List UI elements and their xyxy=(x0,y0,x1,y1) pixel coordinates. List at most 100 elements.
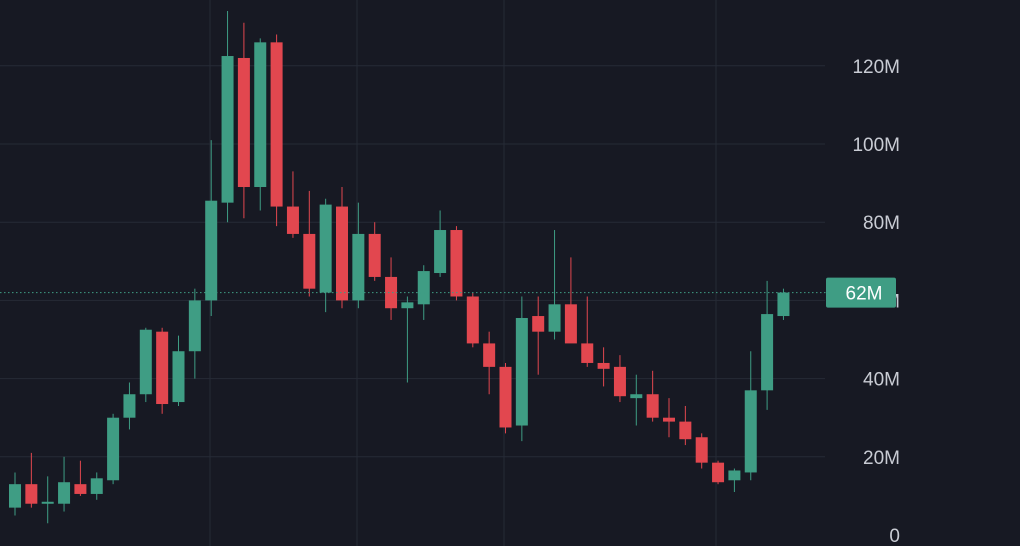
candle-body xyxy=(385,276,398,309)
candle-body xyxy=(368,233,381,277)
candle-body xyxy=(532,316,545,332)
candle-body xyxy=(58,482,71,504)
candle-body xyxy=(336,206,348,301)
candle xyxy=(483,331,496,395)
candle-body xyxy=(663,417,675,422)
candle xyxy=(286,171,299,238)
candle xyxy=(466,292,479,348)
candle-body xyxy=(172,351,185,403)
last-price-badge xyxy=(826,277,896,308)
candle xyxy=(172,335,185,406)
candles xyxy=(9,11,790,524)
candle xyxy=(270,34,283,227)
candle-body xyxy=(188,300,201,352)
candle-body xyxy=(352,233,365,301)
candle-body xyxy=(90,478,103,494)
candle xyxy=(368,222,381,281)
candle xyxy=(744,351,757,481)
candle xyxy=(613,355,626,403)
candle xyxy=(156,327,169,414)
candle xyxy=(9,472,21,516)
candle xyxy=(336,187,348,309)
candle xyxy=(90,472,103,500)
candle xyxy=(401,296,414,383)
candle-body xyxy=(630,394,643,399)
candle-body xyxy=(41,501,54,504)
candle-body xyxy=(401,302,414,309)
candle xyxy=(499,362,512,434)
candle xyxy=(205,140,218,317)
candle-body xyxy=(237,57,250,188)
candle-body xyxy=(221,56,234,203)
candle xyxy=(695,433,708,469)
candle-body xyxy=(646,394,659,418)
candle-body xyxy=(483,343,496,367)
candle xyxy=(630,374,643,426)
candle-body xyxy=(319,204,332,293)
candle xyxy=(107,413,120,485)
candle xyxy=(581,296,594,367)
candle xyxy=(777,288,790,320)
candle xyxy=(319,198,332,313)
y-tick-label: 0 xyxy=(889,526,900,546)
candle-body xyxy=(434,230,447,274)
y-tick-label: 20M xyxy=(863,448,900,469)
candle-body xyxy=(728,470,741,481)
candle-body xyxy=(25,484,38,504)
y-tick-label: 80M xyxy=(863,213,900,234)
candle xyxy=(417,265,430,320)
candle-body xyxy=(107,417,120,481)
candle xyxy=(663,398,675,438)
candle xyxy=(728,468,741,492)
candle-body xyxy=(548,304,561,332)
candle xyxy=(25,452,38,508)
candle-body xyxy=(9,484,21,508)
candle-body xyxy=(499,366,512,428)
candle xyxy=(548,230,561,340)
candle xyxy=(188,288,201,379)
candle-body xyxy=(123,394,136,418)
candle xyxy=(761,280,774,410)
candle xyxy=(564,257,577,344)
last-price-marker: 62M xyxy=(0,277,896,308)
candle-body xyxy=(417,271,430,305)
candle xyxy=(237,22,250,219)
candle-body xyxy=(450,230,463,297)
candle xyxy=(679,405,692,446)
last-price-label: 62M xyxy=(846,284,883,305)
candle xyxy=(74,460,87,496)
y-tick-label: 120M xyxy=(852,57,900,78)
candle-body xyxy=(744,390,757,473)
candle-body xyxy=(679,421,692,440)
candle xyxy=(450,226,463,301)
candle-body xyxy=(205,200,218,301)
candle-body xyxy=(270,42,283,207)
candle-body xyxy=(597,362,610,369)
candle-body xyxy=(613,366,626,397)
candle xyxy=(58,456,71,512)
candle-body xyxy=(695,437,708,463)
candle xyxy=(385,257,398,320)
candle xyxy=(139,327,152,403)
candle-body xyxy=(581,343,594,363)
candle-body xyxy=(564,304,577,344)
candle xyxy=(221,11,234,223)
candle-body xyxy=(156,331,169,405)
candle xyxy=(597,347,610,387)
candle xyxy=(532,296,545,375)
candle-body xyxy=(74,484,87,494)
grid xyxy=(0,0,825,546)
candle-body xyxy=(777,292,790,317)
candle xyxy=(41,476,54,524)
candle xyxy=(515,296,528,442)
y-tick-label: 40M xyxy=(863,370,900,391)
candle-body xyxy=(515,317,528,426)
candle-body xyxy=(286,206,299,234)
candle-body xyxy=(303,233,316,289)
candle-body xyxy=(712,462,725,483)
candle-body xyxy=(139,329,152,395)
candle xyxy=(123,382,136,430)
candle xyxy=(434,210,447,277)
candle-body xyxy=(254,42,267,188)
